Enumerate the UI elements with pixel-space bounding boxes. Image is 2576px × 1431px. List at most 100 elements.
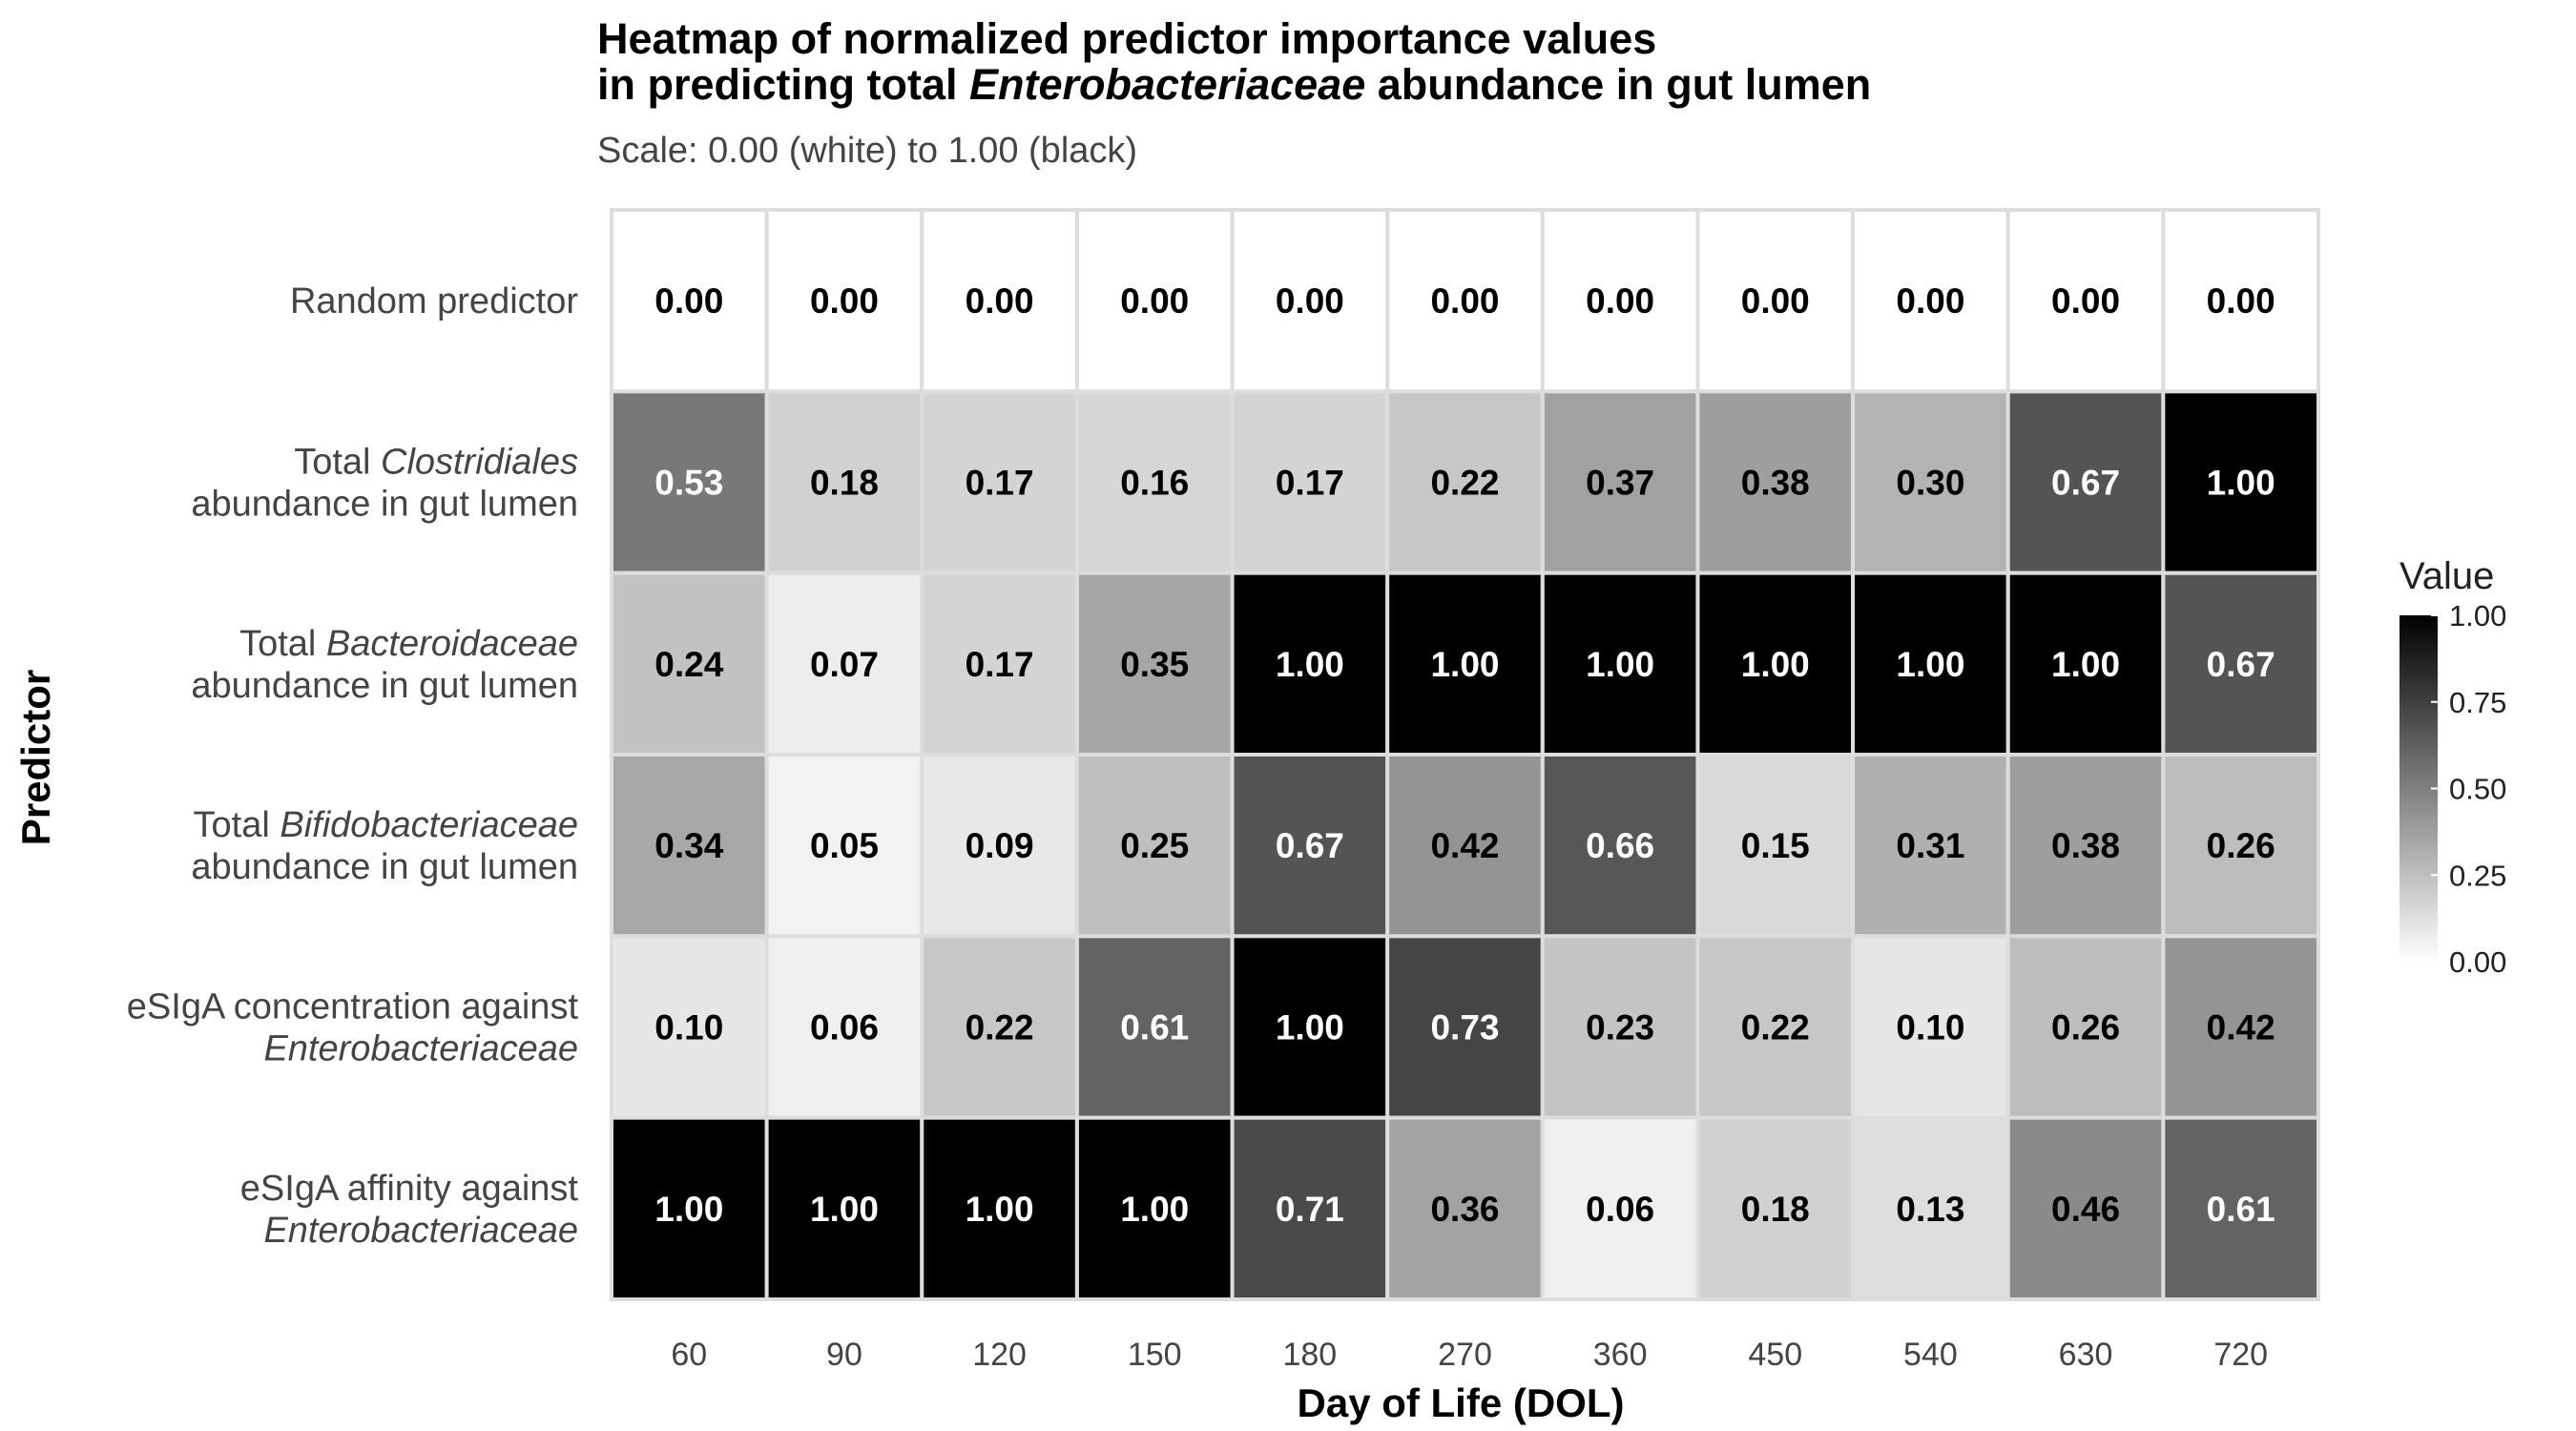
heatmap-cell-label: 0.26 [2051, 1008, 2120, 1047]
heatmap-cell [1851, 570, 2010, 757]
heatmap-cell-label: 1.00 [1586, 645, 1654, 684]
y-tick-label: Total Bifidobacteriaceae [194, 805, 578, 845]
y-tick-label: Enterobacteriaceae [263, 1029, 578, 1069]
heatmap-cell-label: 0.67 [1276, 826, 1344, 865]
heatmap-cell-label: 0.00 [1276, 281, 1344, 321]
heatmap-cell-label: 1.00 [1741, 645, 1810, 684]
heatmap-cell [1230, 570, 1390, 757]
heatmap-cell [1230, 934, 1390, 1120]
x-tick-label: 60 [671, 1337, 707, 1373]
heatmap-cell-label: 0.22 [966, 1008, 1034, 1047]
x-tick-label: 720 [2213, 1337, 2268, 1373]
legend-ticks: 1.00 0.75 0.50 0.25 0.00 [2431, 599, 2506, 979]
y-tick-label: eSIgA affinity against [240, 1169, 579, 1209]
heatmap-cell-label: 0.42 [2207, 1008, 2275, 1047]
y-tick-label: abundance in gut lumen [191, 666, 578, 706]
chart-title-line2-prefix: in predicting total [597, 60, 969, 109]
heatmap-cell-label: 1.00 [2051, 645, 2120, 684]
y-tick-label-segment: Bacteroidaceae [326, 624, 578, 664]
x-tick-label: 450 [1748, 1337, 1802, 1373]
heatmap-cell [2161, 570, 2320, 757]
heatmap-cell-label: 0.00 [2207, 281, 2275, 321]
heatmap-cell-label: 0.61 [2207, 1190, 2275, 1229]
heatmap-cell-label: 0.22 [1741, 1008, 1810, 1047]
heatmap-cell-label: 0.37 [1586, 464, 1654, 503]
heatmap-cell-label: 0.15 [1741, 826, 1810, 865]
y-tick-label-segment: Enterobacteriaceae [263, 1211, 578, 1251]
y-axis-title: Predictor [13, 670, 58, 845]
heatmap-cell-label: 0.00 [966, 281, 1034, 321]
y-tick-label-segment: Random predictor [290, 281, 578, 321]
heatmap-cell-label: 0.06 [810, 1008, 879, 1047]
legend-tick-label: 0.25 [2449, 859, 2506, 892]
heatmap-cell [2005, 208, 2166, 394]
heatmap-cell-label: 1.00 [1896, 645, 1964, 684]
heatmap-cell-label: 0.22 [1430, 464, 1499, 503]
y-axis-tick-labels: Random predictor Total Clostridiales abund… [127, 281, 579, 1251]
heatmap-cell-label: 0.00 [810, 281, 879, 321]
legend-tick-label: 1.00 [2449, 599, 2506, 633]
x-tick-label: 540 [1903, 1337, 1958, 1373]
heatmap-cell [1540, 1115, 1700, 1301]
heatmap-cell [610, 1115, 769, 1301]
heatmap-cell [1540, 753, 1700, 939]
x-tick-label: 270 [1438, 1337, 1492, 1373]
heatmap-cell-label: 0.73 [1430, 1008, 1499, 1047]
heatmap-cell [2161, 389, 2320, 575]
heatmap-cell-label: 0.17 [966, 645, 1034, 684]
x-tick-label: 630 [2059, 1337, 2113, 1373]
heatmap-cell [1851, 1115, 2010, 1301]
heatmap-cell [2005, 934, 2166, 1120]
legend-title: Value [2399, 555, 2494, 597]
heatmap-cells: 0.00 0.00 0.00 0.00 0.00 0.00 0.00 0.00 0.00 0.00… [610, 208, 2320, 1301]
heatmap-cell [920, 934, 1079, 1120]
heatmap-cell [2161, 753, 2320, 939]
heatmap-cell-label: 0.18 [1741, 1190, 1810, 1229]
heatmap-cell [764, 1115, 924, 1301]
heatmap-cell-label: 0.10 [654, 1008, 723, 1047]
y-tick-label-segment: Total [194, 805, 280, 845]
y-tick-label-segment: abundance in gut lumen [191, 666, 578, 706]
heatmap-cell-label: 0.38 [1741, 464, 1810, 503]
heatmap-cell [610, 389, 769, 575]
heatmap-cell [1385, 1115, 1545, 1301]
heatmap-cell-label: 0.00 [2051, 281, 2120, 321]
heatmap-cell [1074, 934, 1235, 1120]
x-tick-label: 150 [1128, 1337, 1182, 1373]
heatmap-cell [764, 934, 924, 1120]
heatmap-cell-label: 1.00 [1276, 1008, 1344, 1047]
heatmap-cell [1385, 934, 1545, 1120]
heatmap-cell-label: 0.09 [966, 826, 1034, 865]
heatmap-cell [610, 934, 769, 1120]
x-tick-label: 90 [826, 1337, 862, 1373]
heatmap-cell-label: 0.61 [1120, 1008, 1189, 1047]
y-tick-label-segment: Bifidobacteriaceae [280, 805, 578, 845]
y-tick-label: Total Clostridiales [294, 443, 578, 483]
heatmap-cell-label: 0.07 [810, 645, 879, 684]
heatmap-cell-label: 0.23 [1586, 1008, 1654, 1047]
heatmap-cell-label: 0.00 [1896, 281, 1964, 321]
heatmap-cell-label: 1.00 [654, 1190, 723, 1229]
heatmap-cell-label: 0.38 [2051, 826, 2120, 865]
heatmap-cell-label: 1.00 [1276, 645, 1344, 684]
heatmap-cell [1385, 570, 1545, 757]
x-axis-title: Day of Life (DOL) [1298, 1380, 1625, 1425]
heatmap-cell-label: 0.00 [1741, 281, 1810, 321]
heatmap-cell-label: 1.00 [1430, 645, 1499, 684]
heatmap-cell [764, 208, 924, 394]
heatmap-cell-label: 0.67 [2207, 645, 2275, 684]
heatmap-cell-label: 0.17 [1276, 464, 1344, 503]
heatmap-cell-label: 0.35 [1120, 645, 1189, 684]
heatmap-cell [2161, 1115, 2320, 1301]
x-tick-label: 360 [1593, 1337, 1648, 1373]
heatmap-cell-label: 0.53 [654, 464, 723, 503]
legend-tick-label: 0.75 [2449, 686, 2506, 719]
heatmap-cell [1540, 934, 1700, 1120]
heatmap-cell-label: 0.34 [654, 826, 723, 865]
legend-tick-label: 0.00 [2449, 945, 2506, 979]
heatmap-cell-label: 1.00 [1120, 1190, 1189, 1229]
y-tick-label-segment: eSIgA concentration against [127, 987, 579, 1027]
y-tick-label: abundance in gut lumen [191, 847, 578, 887]
heatmap-cell-label: 0.67 [2051, 464, 2120, 503]
